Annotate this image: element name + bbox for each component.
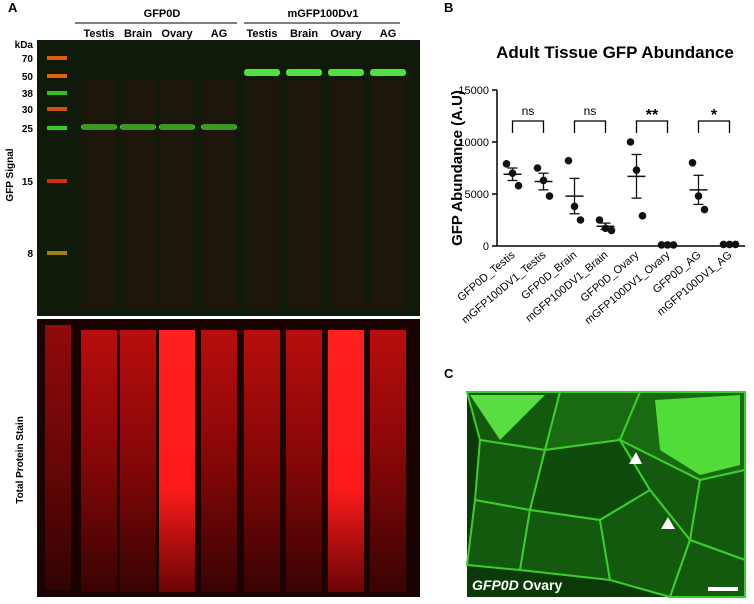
bright-cell [655, 395, 740, 475]
data-point [564, 156, 573, 165]
protein-lane [286, 330, 322, 592]
data-point [514, 181, 523, 190]
kda-label: 70 [22, 54, 34, 65]
gfp-band [370, 69, 406, 76]
kda-label: 8 [27, 249, 33, 260]
panel-b: B Adult Tissue GFP Abundance GFP Abundan… [444, 0, 745, 327]
lane-smear [121, 80, 155, 310]
marker-band [47, 179, 67, 183]
protein-lane [81, 330, 117, 592]
y-tick-label: 15000 [458, 85, 489, 97]
protein-lane [45, 325, 71, 590]
marker-band [47, 126, 67, 130]
kda-label: 30 [22, 105, 34, 116]
blot-label: Total Protein Stain [15, 416, 26, 504]
cells [465, 391, 746, 599]
kda-label: 15 [22, 177, 34, 188]
significance-label: ** [646, 107, 659, 124]
panel-letter: C [444, 366, 454, 381]
significance-bracket [635, 120, 669, 133]
bright-cell [470, 395, 545, 440]
gfp-band [159, 124, 195, 130]
data-point [638, 212, 647, 220]
significance-bracket [697, 120, 731, 133]
lane-smear [245, 80, 279, 310]
lane-label: Ovary [161, 28, 193, 40]
protein-lane [244, 330, 280, 592]
protein-lane [370, 330, 406, 592]
data-point [607, 226, 616, 235]
kda-label: 50 [22, 72, 34, 83]
image-label: GFP0D Ovary [472, 577, 562, 593]
tissue: Ovary [523, 577, 563, 593]
protein-lane [120, 330, 156, 592]
kda-label: 25 [22, 124, 34, 135]
data-point [533, 164, 542, 172]
chart-title: Adult Tissue GFP Abundance [496, 43, 734, 62]
arrowhead [629, 452, 642, 464]
gfp-blot [37, 40, 420, 316]
panel-letter: B [444, 0, 453, 15]
data-point [576, 216, 585, 224]
genotype: GFP0D [472, 577, 519, 593]
y-tick-label: 5000 [465, 189, 489, 201]
marker-band [47, 91, 67, 95]
data-point [700, 205, 709, 214]
y-axis-label: GFP Abundance (A.U) [449, 90, 466, 246]
protein-lane [159, 330, 195, 592]
gfp-band [81, 124, 117, 130]
blot-label: GFP Signal [5, 148, 16, 201]
lane-label: Ovary [330, 28, 362, 40]
gfp-band [120, 124, 156, 130]
panel-c: C GFP0D Ovary [444, 366, 746, 599]
data-point [626, 138, 635, 146]
lane-label: Brain [124, 28, 152, 40]
data-point [688, 159, 697, 167]
gfp-band [201, 124, 237, 130]
arrowhead [661, 517, 675, 529]
y-tick-label: 10000 [458, 137, 489, 149]
kda-unit: kDa [15, 40, 34, 51]
gfp-band [328, 69, 364, 76]
protein-lane [201, 330, 237, 592]
lane-smear [329, 80, 363, 310]
significance-label: ns [584, 104, 597, 118]
lane-smear [202, 80, 236, 310]
lane-label: Brain [290, 28, 318, 40]
lane-smear [287, 80, 321, 310]
lane-label: Testis [247, 28, 278, 40]
data-point [502, 160, 511, 168]
lane-label: AG [211, 28, 228, 40]
lane-smear [371, 80, 405, 310]
y-tick-label: 0 [483, 241, 489, 253]
significance-label: ns [522, 104, 535, 118]
marker-band [47, 107, 67, 111]
marker-band [47, 56, 67, 60]
panel-letter: A [8, 0, 18, 15]
marker-band [47, 74, 67, 78]
group-label: mGFP100Dv1 [288, 8, 359, 20]
protein-lane [328, 330, 364, 592]
data-point [545, 192, 554, 200]
group-label: GFP0D [144, 8, 181, 20]
gfp-band [244, 69, 280, 76]
significance-bracket [511, 120, 545, 133]
data-point [595, 216, 604, 224]
gfp-band [286, 69, 322, 76]
marker-band [47, 251, 67, 255]
kda-label: 38 [22, 89, 34, 100]
significance-label: * [711, 107, 718, 124]
lane-label: Testis [84, 28, 115, 40]
lane-label: AG [380, 28, 397, 40]
panel-a: A GFP0D mGFP100Dv1 Testis Brain Ovary AG Tes… [5, 0, 420, 597]
lane-smear [160, 80, 194, 310]
lane-smear [82, 80, 116, 310]
significance-bracket [573, 120, 607, 133]
